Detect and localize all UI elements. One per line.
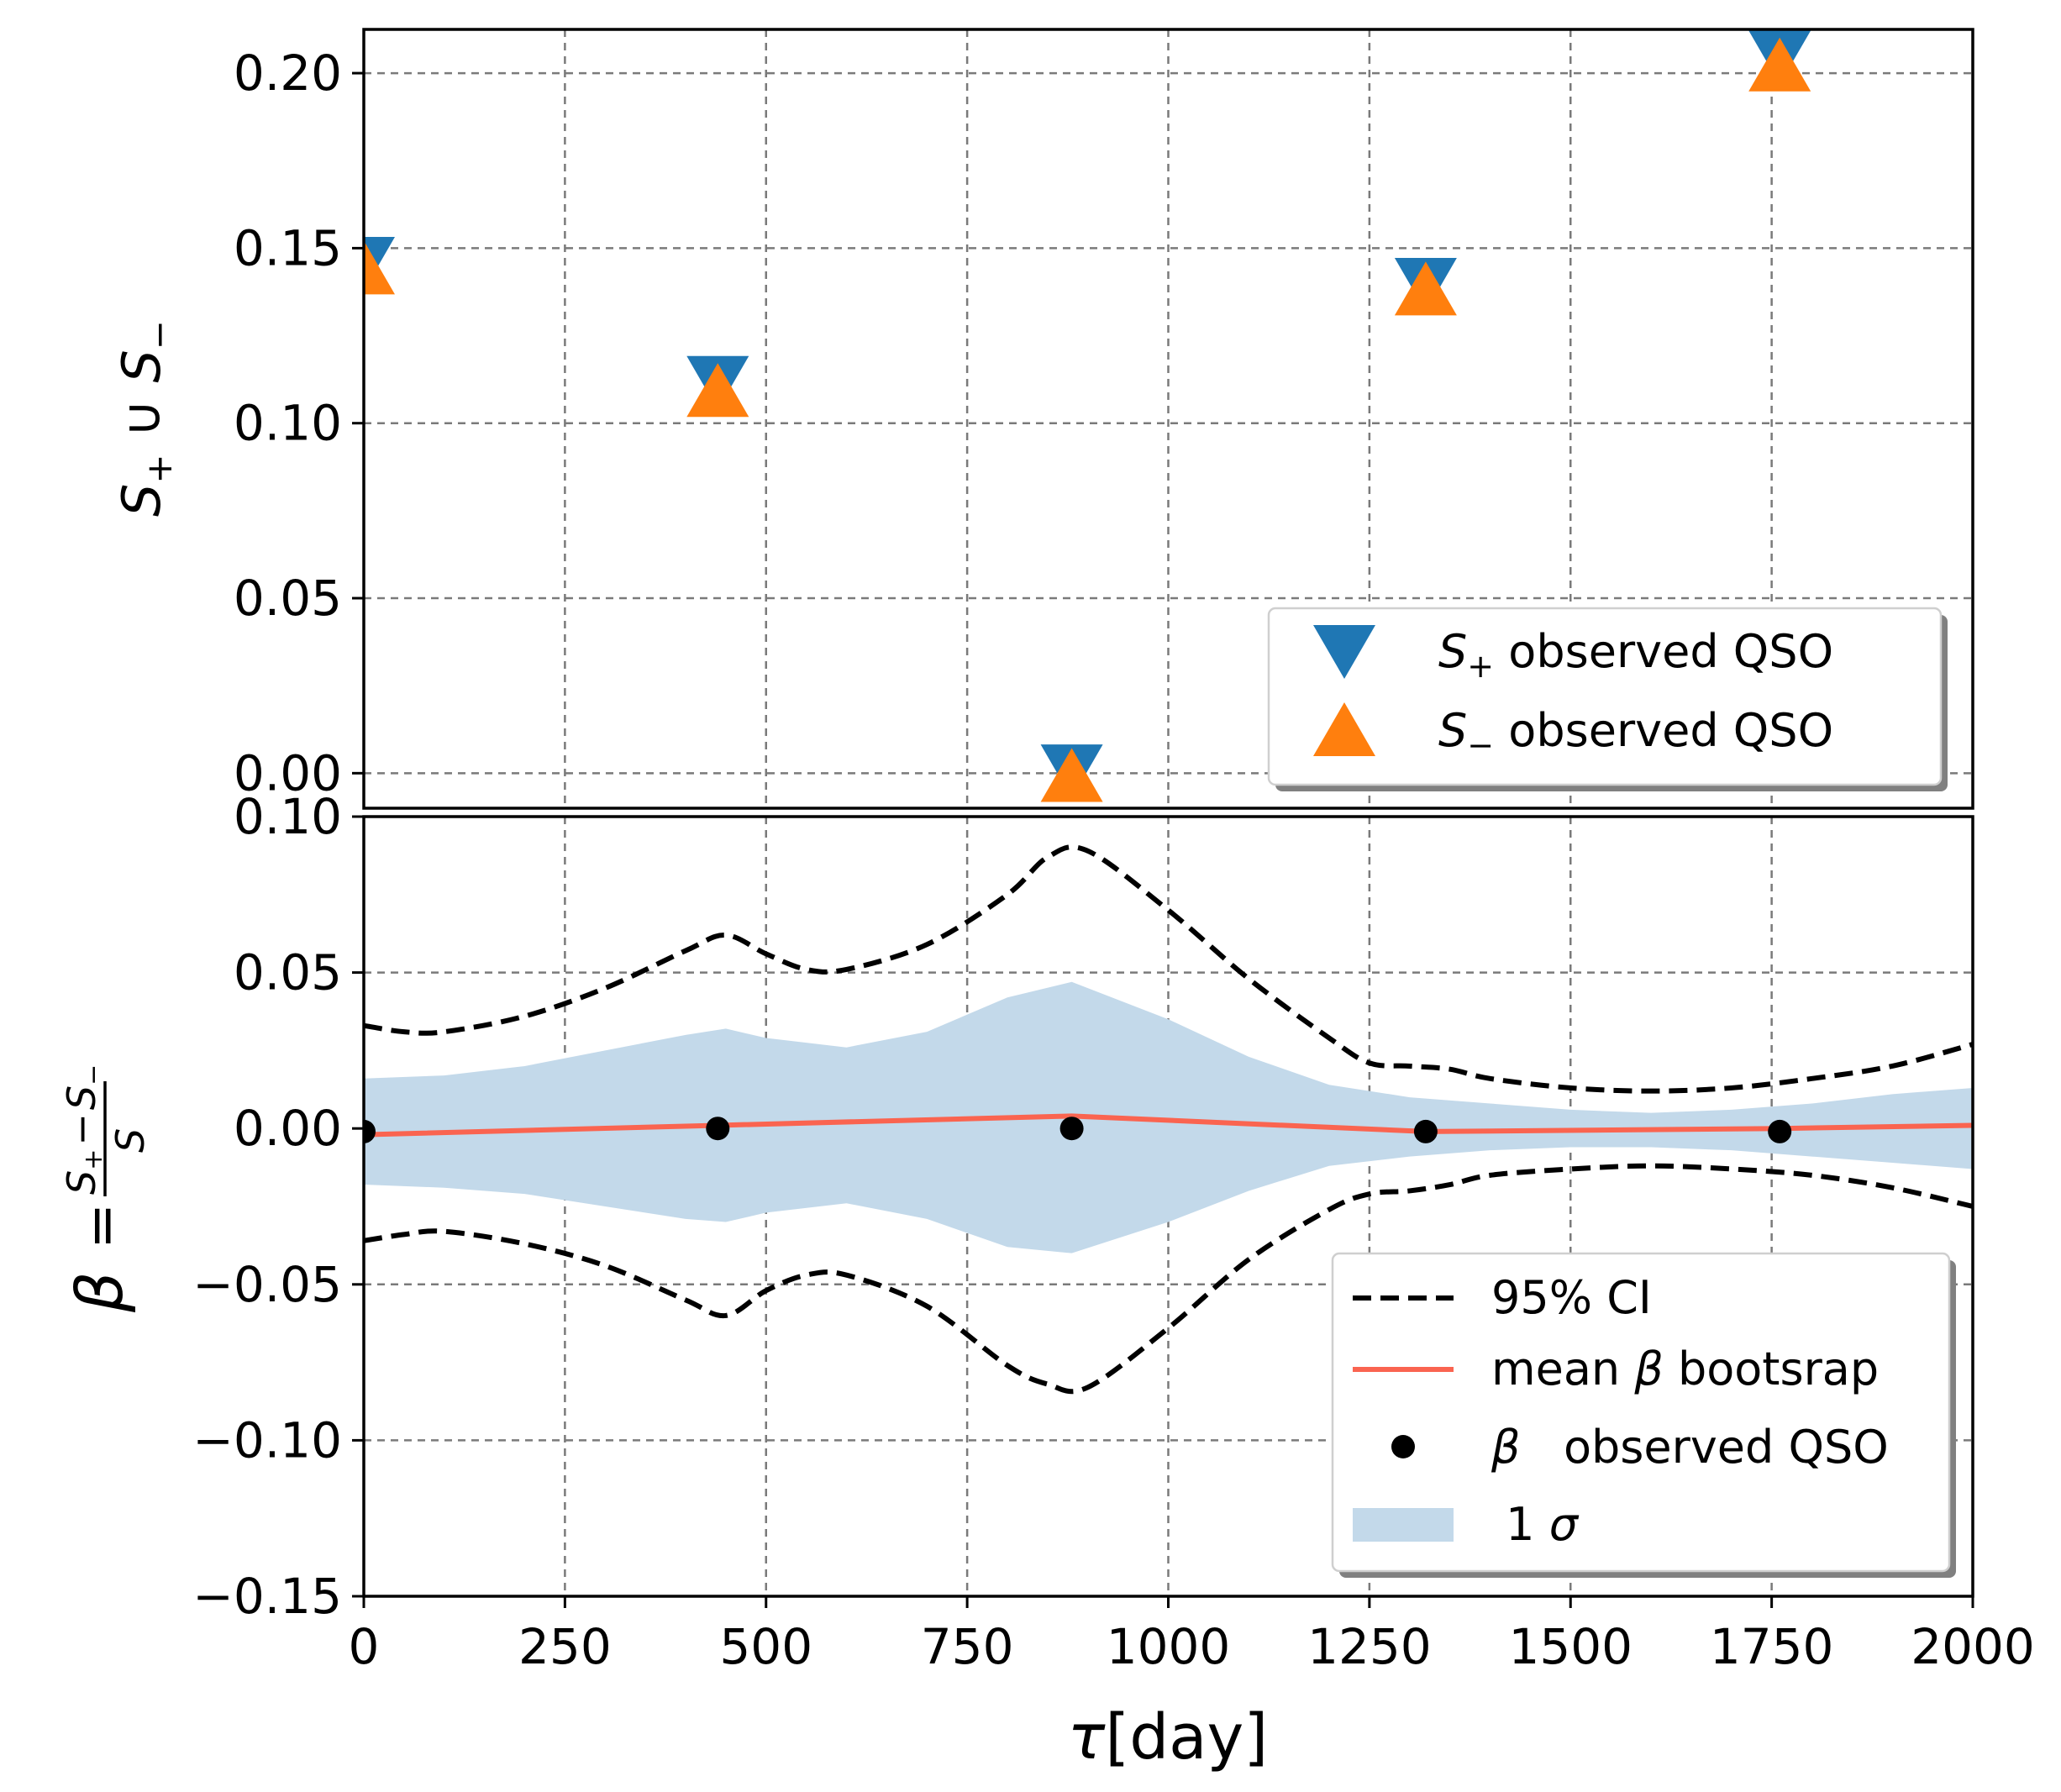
legend-triangle-up-icon	[1313, 702, 1375, 756]
top-y-tick-label: 0.20	[234, 45, 342, 102]
observed-beta-dot	[706, 1117, 730, 1141]
x-tick-label: 2000	[1911, 1618, 2035, 1675]
top-y-tick-label: 0.05	[234, 570, 342, 627]
bottom-y-tick-label: 0.10	[234, 788, 342, 845]
top-legend: S+ observed QSO S− observed QSO	[1267, 607, 1948, 791]
top-y-tick-label: 0.00	[234, 744, 342, 801]
bottom-legend: 95% CI mean β bootsrap β observed QSO 1 …	[1331, 1252, 1956, 1578]
bottom-legend-label-ci: 95% CI	[1491, 1271, 1652, 1324]
sminus-marker	[1394, 261, 1457, 316]
sigma-band	[364, 981, 1973, 1253]
legend-dot-icon	[1391, 1435, 1415, 1458]
top-legend-label-sminus: S− observed QSO	[1438, 704, 1833, 764]
ci-lower-line	[364, 1163, 1973, 1395]
x-tick-label: 500	[719, 1618, 812, 1675]
bottom-panel: −0.15 −0.10 −0.05 0.00 0.05 0.10 0 250 500 750 10…	[59, 788, 2035, 1774]
bottom-legend-label-sigma: 1 σ	[1491, 1498, 1580, 1551]
top-y-tick-label: 0.10	[234, 395, 342, 452]
bottom-series	[364, 844, 1973, 1395]
top-legend-label-splus: S+ observed QSO	[1438, 625, 1833, 685]
legend-triangle-down-icon	[1313, 625, 1375, 679]
legend-band-icon	[1353, 1508, 1454, 1542]
svg-text:S+−S−: S+−S−	[59, 1064, 108, 1195]
bottom-y-tick-label: 0.00	[234, 1100, 342, 1157]
sminus-marker	[1040, 748, 1103, 802]
svg-text:=: =	[69, 1203, 134, 1249]
x-tick-label: 1250	[1307, 1618, 1432, 1675]
x-tick-label: 1500	[1508, 1618, 1633, 1675]
top-legend-box	[1267, 607, 1943, 786]
bottom-x-ticks: 0 250 500 750 1000 1250 1500 1750 2000	[349, 1596, 2035, 1675]
observed-beta-dot	[1768, 1119, 1792, 1143]
x-tick-label: 1750	[1710, 1618, 1834, 1675]
bottom-y-ticks: −0.15 −0.10 −0.05 0.00 0.05 0.10	[192, 788, 364, 1625]
top-axes-frame	[362, 28, 1974, 810]
observed-beta-dot	[364, 1119, 376, 1143]
x-tick-label: 0	[349, 1618, 380, 1675]
svg-text:β: β	[62, 1271, 137, 1313]
mean-beta-line	[364, 1113, 1973, 1138]
top-y-ticks: 0.00 0.05 0.10 0.15 0.20	[234, 45, 364, 801]
top-markers	[364, 30, 1811, 802]
top-panel: 0.00 0.05 0.10 0.15 0.20 S+ ∪ S− S+ observed…	[111, 28, 1974, 810]
bottom-y-tick-label: −0.10	[192, 1411, 342, 1469]
sminus-marker	[686, 363, 749, 418]
observed-beta-dot	[1413, 1119, 1438, 1143]
bottom-legend-label-obs: β observed QSO	[1491, 1421, 1889, 1474]
bottom-y-tick-label: 0.05	[234, 944, 342, 1001]
bottom-legend-box	[1331, 1252, 1951, 1573]
top-y-tick-label: 0.15	[234, 219, 342, 276]
x-tick-label: 250	[518, 1618, 612, 1675]
sminus-marker	[1748, 37, 1811, 92]
sminus-marker	[364, 240, 395, 295]
observed-beta-dot	[1059, 1117, 1084, 1141]
bottom-y-axis-title: β = S+−S− S	[59, 1064, 153, 1313]
bottom-y-tick-label: −0.05	[192, 1256, 342, 1313]
bottom-y-tick-label: −0.15	[192, 1568, 342, 1625]
ci-upper-line	[364, 844, 1973, 1094]
bottom-legend-label-mean: mean β bootsrap	[1491, 1343, 1879, 1395]
x-axis-title: τ[day]	[1068, 1701, 1268, 1774]
svg-text:S: S	[108, 1128, 153, 1153]
top-y-axis-title: S+ ∪ S−	[111, 320, 180, 517]
x-tick-label: 1000	[1107, 1618, 1231, 1675]
x-tick-label: 750	[921, 1618, 1014, 1675]
